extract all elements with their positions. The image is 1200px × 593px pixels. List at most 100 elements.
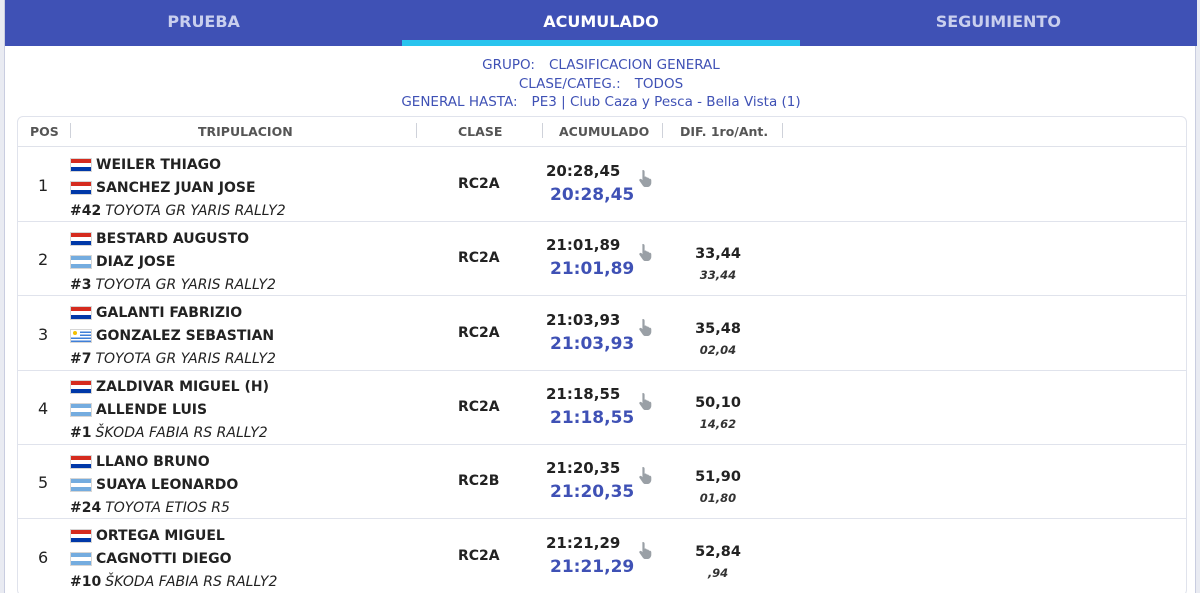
paraguay-flag-icon — [70, 306, 92, 321]
col-dif: DIF. 1ro/Ant. — [680, 124, 769, 139]
argentina-flag-icon — [70, 477, 92, 492]
tab-acumulado[interactable]: ACUMULADO — [402, 0, 800, 46]
accumulated-time: 21:03,93 — [550, 333, 635, 354]
grupo-label: GRUPO: — [482, 57, 535, 73]
class-value: RC2A — [458, 547, 500, 564]
col-divider — [662, 123, 663, 138]
accumulated-time: 21:21,29 — [550, 556, 635, 577]
diff-first: 33,44 — [695, 246, 741, 263]
paraguay-flag-icon — [70, 231, 92, 246]
results-table: POS TRIPULACION CLASE ACUMULADO DIF. 1ro… — [17, 116, 1187, 593]
crew: ORTEGA MIGUEL CAGNOTTI DIEGO #10 ŠKODA FABI… — [70, 525, 277, 593]
position: 3 — [38, 324, 49, 344]
car-number: #42 — [70, 202, 102, 219]
diff-previous: 01,80 — [699, 491, 737, 506]
col-divider — [782, 123, 783, 138]
driver-name: BESTARD AUGUSTO — [96, 230, 250, 247]
car-number: #1 — [70, 425, 92, 442]
codriver-name: SUAYA LEONARDO — [96, 476, 239, 493]
codriver-name: ALLENDE LUIS — [96, 402, 208, 419]
driver-name: GALANTI FABRIZIO — [96, 305, 243, 322]
driver-name: ORTEGA MIGUEL — [96, 528, 225, 544]
clase-label: CLASE/CATEG.: — [518, 75, 621, 92]
codriver-name: GONZALEZ SEBASTIAN — [96, 328, 275, 345]
accumulated-time: 21:20,35 — [550, 482, 635, 503]
stage-time: 21:18,55 — [546, 384, 621, 403]
col-divider — [542, 123, 543, 138]
class-value: RC2B — [458, 473, 500, 490]
paraguay-flag-icon — [70, 380, 92, 395]
car-model: ŠKODA FABIA RS RALLY2 — [105, 574, 278, 590]
table-row[interactable]: 2 BESTARD AUGUSTO DIAZ JOSE #3 TOYOTA GR YAR… — [18, 222, 1186, 297]
table-row[interactable]: 6 ORTEGA MIGUEL CAGNOTTI DIEGO #10 ŠKODA FAB… — [18, 520, 1186, 593]
col-clase: CLASE — [458, 124, 503, 139]
stage-time: 21:01,89 — [546, 236, 621, 255]
diff-first: 35,48 — [695, 320, 741, 337]
accumulated-time: 20:28,45 — [550, 185, 635, 205]
tab-bar: PRUEBA ACUMULADO SEGUIMIENTO — [5, 0, 1197, 46]
results-panel: PRUEBA ACUMULADO SEGUIMIENTO GRUPO: CLASI… — [4, 0, 1197, 593]
car-number: #24 — [70, 499, 102, 516]
diff-first: 50,10 — [695, 394, 741, 411]
general-hasta-label: GENERAL HASTA: — [401, 94, 518, 110]
car-number: #3 — [70, 276, 92, 293]
driver-name: WEILER THIAGO — [96, 156, 222, 173]
tab-seguimiento[interactable]: SEGUIMIENTO — [935, 12, 1061, 31]
table-row[interactable]: 3 GALANTI FABRIZIO GONZALEZ SEBASTIAN #7 TOY… — [18, 297, 1186, 371]
class-value: RC2A — [458, 250, 500, 267]
hand-pointer-icon[interactable] — [636, 168, 656, 188]
col-acumulado: ACUMULADO — [559, 124, 650, 139]
hand-pointer-icon[interactable] — [636, 540, 656, 560]
hand-pointer-icon[interactable] — [636, 317, 656, 337]
stage-time: 20:28,45 — [546, 162, 621, 180]
table-row[interactable]: 1 WEILER THIAGO SANCHEZ JUAN JOSE #42 TOYOTA… — [18, 148, 1186, 222]
car-number: #7 — [70, 351, 92, 368]
crew: ZALDIVAR MIGUEL (H) ALLENDE LUIS #1 ŠKODA F… — [70, 376, 269, 445]
hand-pointer-icon[interactable] — [636, 465, 656, 485]
argentina-flag-icon — [70, 552, 92, 566]
diff-first: 51,90 — [695, 469, 741, 486]
driver-name: LLANO BRUNO — [96, 453, 210, 470]
col-pos: POS — [30, 124, 59, 139]
clase-value: TODOS — [634, 75, 684, 92]
position: 1 — [38, 176, 49, 195]
car-model: TOYOTA ETIOS R5 — [105, 499, 230, 516]
stage-time: 21:03,93 — [546, 310, 621, 329]
diff-previous: 02,04 — [699, 342, 737, 357]
diff-previous: 33,44 — [699, 268, 737, 283]
position: 4 — [38, 398, 49, 418]
codriver-name: CAGNOTTI DIEGO — [96, 551, 232, 567]
position: 2 — [38, 250, 49, 270]
codriver-name: SANCHEZ JUAN JOSE — [96, 179, 256, 196]
codriver-name: DIAZ JOSE — [96, 253, 176, 270]
stage-time: 21:21,29 — [546, 533, 621, 552]
class-value: RC2A — [458, 398, 500, 415]
position: 6 — [38, 547, 49, 567]
car-number: #10 — [70, 574, 102, 590]
hand-pointer-icon[interactable] — [636, 391, 656, 411]
crew: GALANTI FABRIZIO GONZALEZ SEBASTIAN #7 TOYO… — [70, 302, 276, 371]
diff-previous: 14,62 — [699, 416, 737, 431]
car-model: TOYOTA GR YARIS RALLY2 — [105, 202, 286, 219]
diff-previous: ,94 — [707, 565, 729, 580]
accumulated-time: 21:18,55 — [550, 407, 635, 428]
hand-pointer-icon[interactable] — [636, 242, 656, 262]
crew: LLANO BRUNO SUAYA LEONARDO #24 TOYOTA ETIOS… — [70, 450, 238, 519]
table-header: POS TRIPULACION CLASE ACUMULADO DIF. 1ro… — [18, 117, 1186, 147]
col-tripulacion: TRIPULACION — [198, 124, 293, 139]
car-model: TOYOTA GR YARIS RALLY2 — [95, 351, 276, 368]
paraguay-flag-icon — [70, 529, 92, 543]
grupo-value: CLASIFICACION GENERAL — [548, 57, 720, 73]
tab-prueba[interactable]: PRUEBA — [167, 12, 240, 31]
class-value: RC2A — [458, 324, 500, 341]
table-row[interactable]: 5 LLANO BRUNO SUAYA LEONARDO #24 TOYOTA ETIO… — [18, 445, 1186, 520]
table-row[interactable]: 4 ZALDIVAR MIGUEL (H) ALLENDE LUIS #1 ŠKODA … — [18, 371, 1186, 445]
driver-name: ZALDIVAR MIGUEL (H) — [96, 379, 269, 396]
general-hasta-value: PE3 | Club Caza y Pesca - Bella Vista (1… — [531, 94, 801, 110]
paraguay-flag-icon — [70, 157, 92, 172]
uruguay-flag-icon — [70, 329, 92, 344]
diff-first: 52,84 — [695, 543, 741, 560]
argentina-flag-icon — [70, 254, 92, 269]
filter-info: GRUPO: CLASIFICACION GENERAL CLASE/CATEG.… — [5, 56, 1197, 112]
crew: BESTARD AUGUSTO DIAZ JOSE #3 TOYOTA GR YARI… — [70, 227, 276, 296]
